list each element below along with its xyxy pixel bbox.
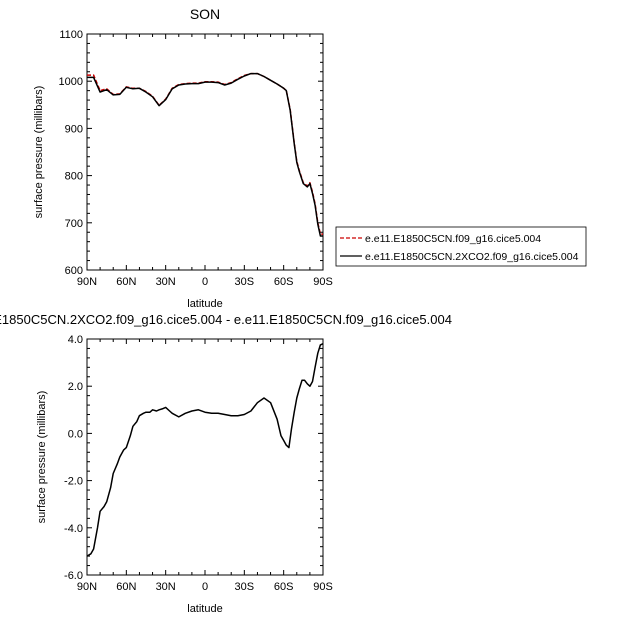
legend-label-control: e.e11.E1850C5CN.f09_g16.cice5.004 [365,233,541,245]
top-x-tick-label: 0 [202,276,208,288]
bottom-x-tick-label: 60S [274,581,294,593]
bottom-x-tick-label: 0 [202,581,208,593]
top-x-axis-ticks: 90N 60N 30N 0 30S 60S 90S [77,34,333,288]
bottom-x-axis-ticks: 90N 60N 30N 0 30S 60S 90S [77,339,333,593]
top-x-tick-label: 30N [156,276,176,288]
bottom-y-tick-label: -6.0 [64,570,83,582]
bottom-x-tick-label: 30S [235,581,255,593]
top-x-tick-label: 90S [313,276,333,288]
bottom-chart: e.e11.E1850C5CN.2XCO2.f09_g16.cice5.004 … [0,312,452,615]
top-y-axis-ticks: 600 700 800 900 1000 1100 [59,29,323,277]
top-plot-border [86,33,324,271]
bottom-y-axis-ticks: -6.0 -4.0 -2.0 0.0 2.0 4.0 [64,334,323,582]
bottom-y-axis-label: surface pressure (millibars) [36,391,48,524]
top-y-tick-label: 1100 [59,29,83,41]
bottom-y-tick-label: 2.0 [68,381,83,393]
top-y-tick-label: 800 [65,171,83,183]
top-y-tick-label: 1000 [59,76,83,88]
bottom-y-tick-label: -2.0 [64,476,83,488]
bottom-series-lines [86,343,324,557]
bottom-x-tick-label: 90N [77,581,97,593]
top-x-axis-label: latitude [187,298,222,310]
bottom-x-tick-label: 30N [156,581,176,593]
top-y-axis-label: surface pressure (millibars) [33,86,45,219]
top-plot-frame [86,33,324,271]
bottom-plot-border [86,338,324,576]
top-series-line-1 [87,72,323,237]
bottom-chart-title: e.e11.E1850C5CN.2XCO2.f09_g16.cice5.004 … [0,312,452,327]
bottom-plot-frame [86,338,324,576]
legend-box [335,226,587,267]
top-y-tick-label: 900 [65,123,83,135]
top-x-tick-label: 30S [235,276,255,288]
bottom-y-tick-label: 4.0 [68,334,83,346]
top-y-tick-label: 600 [65,265,83,277]
legend: e.e11.E1850C5CN.f09_g16.cice5.004 e.e11.… [335,226,587,267]
top-chart: SON 90N 60N 30N 0 30S 60S 90S 600 700 800 900 1000… [33,6,333,310]
bottom-x-tick-label: 60N [116,581,136,593]
bottom-x-axis-label: latitude [187,603,222,615]
bottom-series-line-0 [86,343,324,557]
bottom-x-tick-label: 90S [313,581,333,593]
top-chart-title: SON [190,6,220,22]
top-y-tick-label: 700 [65,218,83,230]
bottom-y-tick-label: -4.0 [64,523,83,535]
bottom-y-tick-label: 0.0 [68,428,83,440]
top-x-tick-label: 60N [116,276,136,288]
top-series-lines [87,72,323,237]
top-x-tick-label: 60S [274,276,294,288]
top-x-tick-label: 90N [77,276,97,288]
legend-label-2xco2: e.e11.E1850C5CN.2XCO2.f09_g16.cice5.004 [365,251,579,263]
